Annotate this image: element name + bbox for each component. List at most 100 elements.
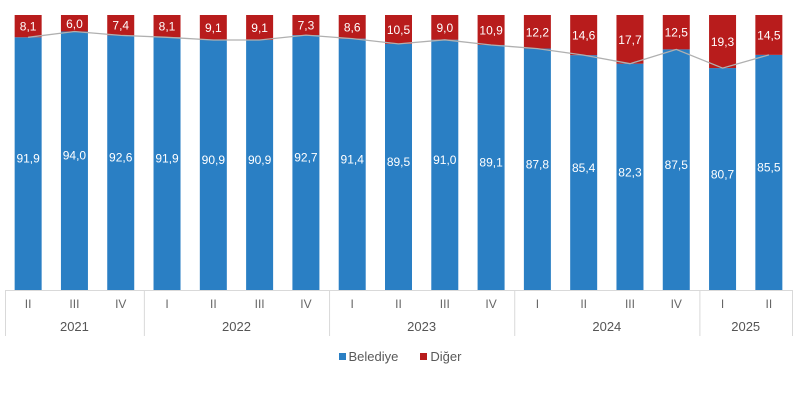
data-label-diger: 14,6 xyxy=(572,29,596,43)
data-label-belediye: 94,0 xyxy=(63,149,87,163)
data-label-diger: 19,3 xyxy=(711,35,735,49)
data-label-belediye: 91,9 xyxy=(155,152,179,166)
bar-diger xyxy=(709,15,737,69)
bar-belediye xyxy=(338,38,366,291)
x-tick-label-quarter: IV xyxy=(485,297,496,311)
data-label-diger: 17,7 xyxy=(618,33,642,47)
x-tick-label-quarter: III xyxy=(69,297,79,311)
bar-diger xyxy=(570,15,598,56)
bar-diger xyxy=(107,15,135,36)
data-label-diger: 9,1 xyxy=(205,21,222,35)
bar-belediye xyxy=(153,37,181,291)
data-label-belediye: 80,7 xyxy=(711,168,735,182)
data-label-diger: 14,5 xyxy=(757,28,781,42)
data-label-belediye: 92,6 xyxy=(109,151,133,165)
bar-diger xyxy=(662,15,690,50)
x-tick-label-quarter: I xyxy=(536,297,539,311)
bar-belediye xyxy=(107,35,135,290)
data-label-belediye: 89,1 xyxy=(479,156,503,170)
bar-belediye xyxy=(292,35,320,291)
x-tick-label-quarter: II xyxy=(580,297,587,311)
x-tick-label-quarter: III xyxy=(440,297,450,311)
x-tick-label-quarter: III xyxy=(255,297,265,311)
bar-belediye xyxy=(385,43,412,290)
x-tick-label-quarter: II xyxy=(210,297,217,311)
bar-belediye xyxy=(709,68,737,290)
bar-belediye xyxy=(616,63,644,290)
bar-belediye xyxy=(60,31,88,290)
bar-diger xyxy=(292,15,320,36)
bar-belediye xyxy=(246,40,274,291)
bar-diger xyxy=(60,15,88,32)
bar-diger xyxy=(14,15,42,38)
data-label-diger: 6,0 xyxy=(66,17,83,31)
x-tick-label-quarter: II xyxy=(395,297,402,311)
data-label-diger: 10,9 xyxy=(479,23,503,37)
bars-group xyxy=(14,15,783,291)
legend-label-belediye: Belediye xyxy=(348,349,399,364)
data-label-diger: 8,1 xyxy=(20,20,37,34)
data-label-belediye: 85,5 xyxy=(757,161,781,175)
x-tick-label-quarter: IV xyxy=(671,297,682,311)
data-label-belediye: 91,0 xyxy=(433,153,457,167)
bar-belediye xyxy=(662,49,690,290)
bar-belediye xyxy=(755,54,783,290)
bar-belediye xyxy=(199,40,227,291)
data-label-belediye: 91,4 xyxy=(341,152,365,166)
x-tick-label-quarter: I xyxy=(721,297,724,311)
bar-diger xyxy=(246,15,274,41)
bar-diger xyxy=(616,15,644,64)
bar-diger xyxy=(523,15,551,49)
x-year-label: 2024 xyxy=(592,319,621,334)
x-tick-label-quarter: III xyxy=(625,297,635,311)
data-label-diger: 9,0 xyxy=(436,21,453,35)
bar-diger xyxy=(199,15,227,41)
belediye-top-trend-line xyxy=(28,30,770,69)
x-tick-label-quarter: II xyxy=(766,297,773,311)
data-label-belediye: 89,5 xyxy=(387,155,411,169)
data-label-belediye: 90,9 xyxy=(202,153,226,167)
bar-belediye xyxy=(523,48,551,290)
x-tick-label-quarter: I xyxy=(165,297,168,311)
legend: Belediye Diğer xyxy=(0,349,800,364)
bar-diger xyxy=(153,15,181,38)
bar-belediye xyxy=(431,39,459,290)
x-tick-label-quarter: IV xyxy=(115,297,126,311)
data-label-diger: 7,3 xyxy=(298,19,315,33)
x-tick-label-quarter: IV xyxy=(300,297,311,311)
x-tick-label-quarter: I xyxy=(351,297,354,311)
legend-item-belediye: Belediye xyxy=(338,349,399,364)
data-label-belediye: 82,3 xyxy=(618,165,642,179)
bar-diger xyxy=(477,15,505,45)
legend-swatch-belediye xyxy=(338,353,346,360)
legend-label-diger: Diğer xyxy=(430,349,462,364)
bar-diger xyxy=(385,15,412,44)
data-label-diger: 10,5 xyxy=(387,23,411,37)
data-label-diger: 9,1 xyxy=(251,21,268,35)
data-label-diger: 8,1 xyxy=(159,20,176,34)
value-labels-group: 91,9 8,1 94,0 6,0 92,6 7,4 91,9 8,1 90,9 9,1 90,9 9… xyxy=(16,17,780,182)
bar-belediye xyxy=(14,37,42,291)
data-label-diger: 12,5 xyxy=(665,26,689,40)
data-label-belediye: 87,5 xyxy=(665,158,689,172)
data-label-diger: 12,2 xyxy=(526,25,550,39)
bar-diger xyxy=(338,15,366,39)
x-tick-label-quarter: II xyxy=(25,297,32,311)
x-year-label: 2025 xyxy=(731,319,760,334)
legend-swatch-diger xyxy=(420,353,428,360)
data-label-belediye: 90,9 xyxy=(248,153,272,167)
data-label-belediye: 92,7 xyxy=(294,150,318,164)
data-label-diger: 7,4 xyxy=(112,19,129,33)
bar-diger xyxy=(431,15,459,40)
bar-diger xyxy=(755,15,783,55)
bar-belediye xyxy=(477,44,505,290)
x-year-label: 2022 xyxy=(222,319,251,334)
data-label-belediye: 91,9 xyxy=(16,152,40,166)
data-label-belediye: 87,8 xyxy=(526,157,550,171)
x-year-label: 2021 xyxy=(60,319,89,334)
bar-belediye xyxy=(570,55,598,291)
data-label-belediye: 85,4 xyxy=(572,161,596,175)
x-year-label: 2023 xyxy=(407,319,436,334)
legend-item-diger: Diğer xyxy=(420,349,461,364)
